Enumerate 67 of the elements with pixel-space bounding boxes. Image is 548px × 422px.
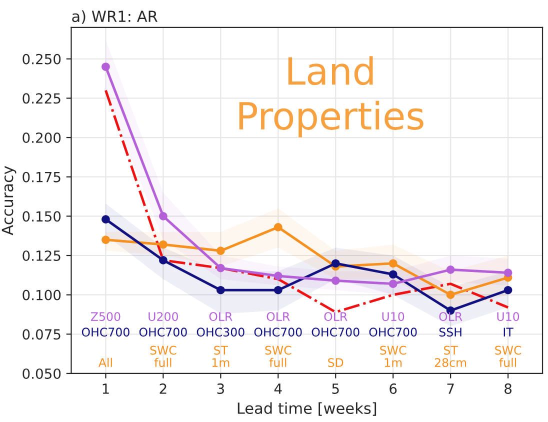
annotation: All <box>98 358 112 367</box>
x-tick-label: 7 <box>447 384 454 394</box>
annotation: OHC700 <box>369 328 417 337</box>
annotation: OHC700 <box>82 328 130 337</box>
y-tick-label: 0.175 <box>22 172 60 182</box>
chart-title: a) WR1: AR <box>72 10 158 24</box>
annotation: OHC700 <box>139 328 187 337</box>
y-axis-title: Accuracy <box>2 166 16 236</box>
x-tick-label: 1 <box>102 384 109 394</box>
annotation: U200 <box>148 312 178 322</box>
annotation: SWC full <box>265 346 292 368</box>
annotation: SWC full <box>495 346 522 368</box>
point <box>159 212 168 220</box>
annotation: OLR <box>324 312 348 322</box>
point <box>216 246 225 255</box>
annotation: Land Properties <box>239 56 424 138</box>
y-tick-label: 0.225 <box>22 93 60 104</box>
annotation: ST 1m <box>212 346 230 367</box>
y-tick-label: 0.125 <box>22 250 60 261</box>
point <box>388 280 398 288</box>
x-tick-label: 5 <box>332 384 339 394</box>
y-tick-label: 0.100 <box>22 290 61 300</box>
point <box>159 256 168 264</box>
point <box>446 290 455 299</box>
annotation: OLR <box>209 312 232 322</box>
point <box>504 286 512 294</box>
x-tick-label: 2 <box>160 383 166 394</box>
point <box>446 265 455 274</box>
y-tick-label: 0.250 <box>22 54 61 64</box>
annotation: Z500 <box>90 312 120 322</box>
y-tick-label: 0.075 <box>22 329 60 340</box>
x-tick-label: 6 <box>390 383 397 394</box>
x-tick-label: 3 <box>217 383 224 394</box>
point <box>274 272 282 280</box>
y-tick-label: 0.050 <box>22 368 61 379</box>
annotation: OLR <box>266 312 290 322</box>
point <box>274 286 282 294</box>
annotation: OHC300 <box>196 328 244 337</box>
annotation: SWC 1m <box>380 346 406 367</box>
point <box>102 62 110 71</box>
annotation: SSH <box>439 328 462 337</box>
point <box>388 259 398 268</box>
annotation: ST 28cm <box>434 346 466 368</box>
point <box>102 236 110 244</box>
annotation: OLR <box>439 312 462 322</box>
annotation: IT <box>504 328 514 336</box>
annotation: SWC full <box>150 346 176 368</box>
point <box>331 276 340 285</box>
point <box>102 215 110 224</box>
point <box>388 270 398 279</box>
y-tick-label: 0.150 <box>22 211 61 222</box>
point <box>216 286 225 294</box>
point <box>159 240 168 249</box>
annotation: OHC700 <box>312 328 360 337</box>
annotation: U10 <box>497 312 520 322</box>
annotation: U10 <box>382 312 404 322</box>
x-tick-label: 8 <box>504 383 512 394</box>
annotation: OHC700 <box>254 328 302 337</box>
x-axis-title: Lead time [weeks] <box>238 402 376 416</box>
annotation: SD <box>328 358 344 368</box>
point <box>504 268 512 277</box>
line-series <box>104 89 510 314</box>
x-tick-label: 4 <box>274 384 282 394</box>
point <box>274 223 282 232</box>
y-tick-label: 0.200 <box>22 132 61 144</box>
point <box>216 264 225 272</box>
point <box>331 259 340 268</box>
